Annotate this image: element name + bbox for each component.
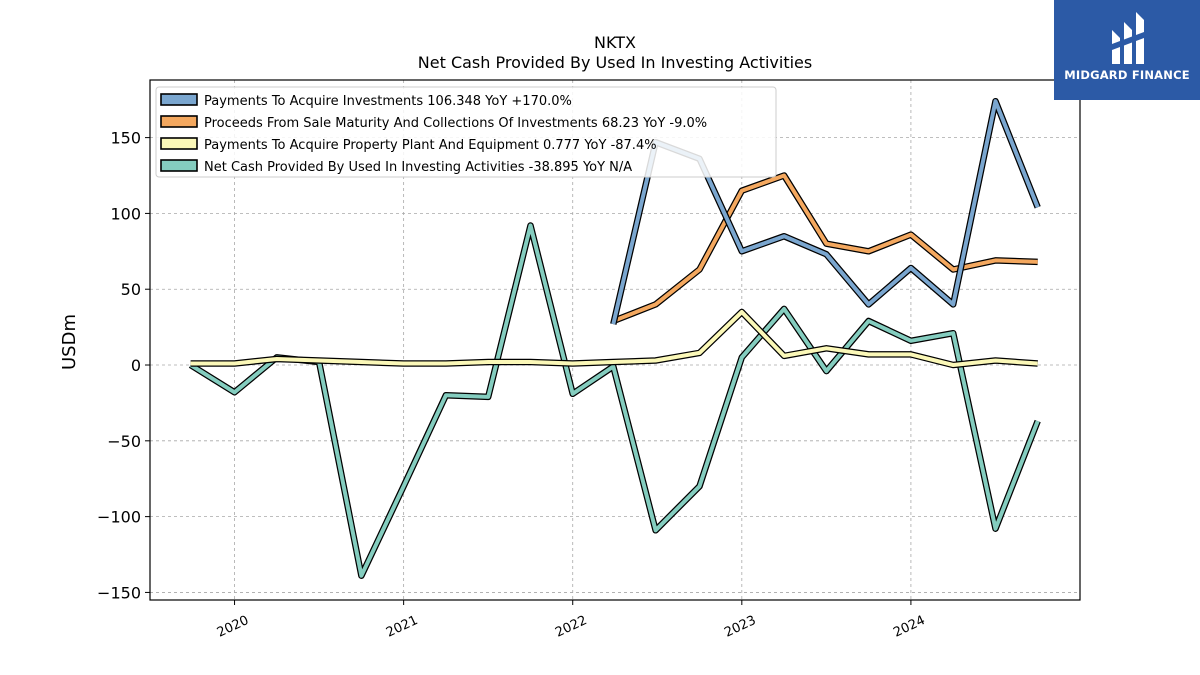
series-line: [189, 223, 1040, 578]
legend: Payments To Acquire Investments 106.348 …: [155, 86, 777, 178]
y-tick-label: 0: [131, 356, 141, 375]
series-layer: [188, 97, 1041, 579]
legend-swatch: [160, 93, 198, 106]
legend-entry-label: Net Cash Provided By Used In Investing A…: [204, 160, 632, 175]
chart-subtitle: Net Cash Provided By Used In Investing A…: [418, 53, 812, 72]
axis-layer: −150 −100 −50 0 50 100 150 2020 2021 2022 2023 2024: [97, 129, 928, 641]
legend-swatch: [160, 115, 198, 128]
legend-swatch: [160, 137, 198, 150]
y-tick-label: −100: [97, 508, 141, 527]
legend-entry-label: Proceeds From Sale Maturity And Collecti…: [204, 116, 707, 131]
y-axis-label: USDm: [59, 314, 80, 370]
midgard-logo: MIDGARD FINANCE: [1054, 0, 1200, 100]
series-line: [612, 173, 1038, 323]
x-tick-label: 2020: [215, 613, 251, 641]
x-tick-label: 2022: [553, 613, 589, 641]
legend-frame: [155, 86, 777, 178]
y-tick-label: −150: [97, 583, 141, 602]
logo-text: MIDGARD FINANCE: [1064, 68, 1190, 82]
y-tick-label: 150: [110, 129, 141, 148]
series-line: [190, 310, 1038, 367]
legend-entry-label: Payments To Acquire Investments 106.348 …: [204, 94, 572, 109]
y-tick-label: −50: [107, 432, 141, 451]
legend-swatch: [160, 159, 198, 172]
x-tick-label: 2023: [722, 613, 758, 641]
legend-entry-label: Payments To Acquire Property Plant And E…: [204, 138, 657, 153]
y-tick-label: 50: [121, 280, 141, 299]
x-tick-label: 2021: [384, 613, 420, 641]
plot-frame: [149, 79, 1081, 601]
x-tick-label: 2024: [891, 613, 927, 641]
chart-title: NKTX: [594, 33, 636, 52]
y-tick-label: 100: [110, 204, 141, 223]
midgard-logo-icon: [1112, 12, 1144, 64]
